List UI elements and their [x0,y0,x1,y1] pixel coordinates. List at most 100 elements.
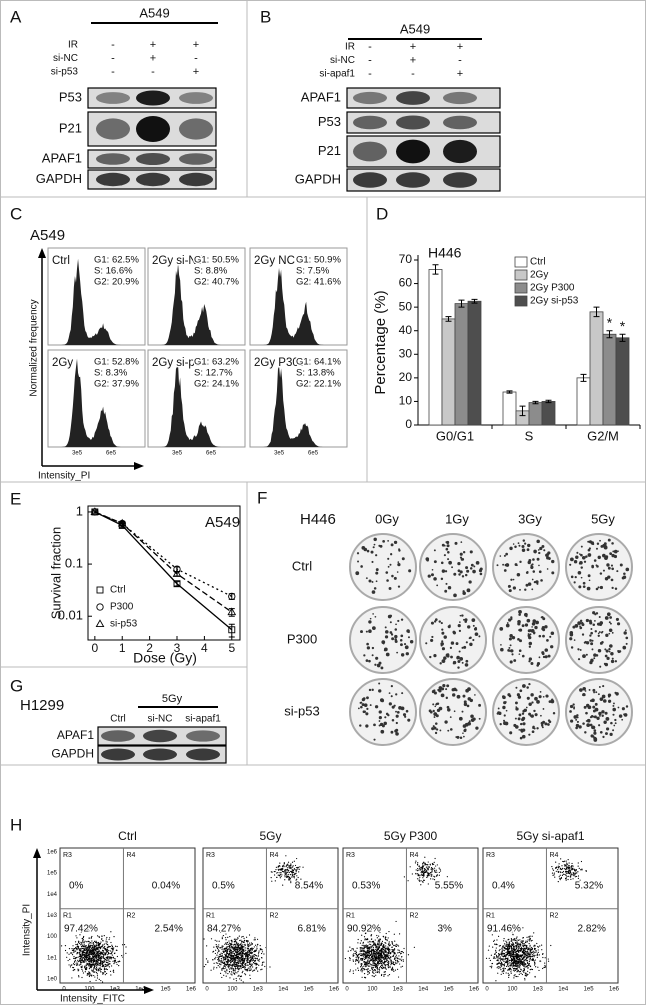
event [263,961,265,963]
colony [538,656,541,659]
event [391,942,393,944]
colony [383,647,388,652]
event [392,943,394,945]
blot-label: GAPDH [295,171,341,186]
event [217,964,219,967]
y-axis-label: Survival fraction [48,527,63,619]
event [68,964,70,966]
colony [394,639,398,643]
colony [585,618,589,623]
event [81,970,84,972]
event [220,962,222,964]
event [531,935,533,937]
colony [608,628,613,633]
event [256,946,258,948]
event [94,941,97,943]
condition-sign: + [193,66,199,78]
event [228,965,230,967]
event [247,949,249,951]
event [223,974,225,976]
event [84,957,86,959]
event [284,874,286,876]
colony [619,563,623,567]
event [426,871,428,873]
event [89,950,91,952]
event [249,960,251,963]
event [508,938,510,940]
event [509,968,511,971]
event [512,926,514,929]
event [86,963,88,965]
event [230,958,232,961]
event [113,952,116,955]
colony [521,548,526,553]
legend-swatch [514,282,528,294]
colony [578,585,582,589]
event [233,952,235,954]
colony [579,626,583,630]
event [230,961,232,963]
event [235,980,238,982]
event [238,952,240,954]
event [217,949,220,951]
condition-sign: + [150,39,156,51]
colony [533,709,536,713]
series-line [94,511,233,613]
colony [549,635,552,638]
colony [579,649,582,651]
colony [366,696,369,700]
event [251,943,253,945]
event [365,939,368,941]
colony [393,540,398,544]
event [383,966,385,969]
event [109,970,112,972]
colony [390,553,393,556]
event [378,946,380,948]
event [364,951,366,953]
event [519,954,521,957]
event [83,951,85,953]
event [98,967,100,969]
event [489,959,491,962]
x-tick-label: 3 [174,641,181,655]
colony [530,565,534,570]
event [547,958,549,960]
colony [599,730,603,734]
blot-band [96,118,130,140]
event [76,937,78,939]
event [374,960,376,962]
event [514,965,516,967]
colony [611,657,614,660]
x-tick-label: 3e5 [72,451,83,457]
event [423,861,425,863]
event [299,866,301,868]
event [436,871,438,873]
event [241,946,244,948]
event [388,954,390,956]
event [379,957,381,959]
event [99,952,101,954]
event [247,947,250,950]
event [371,954,373,956]
event [499,945,501,947]
event [218,950,220,952]
colony [512,543,515,545]
event [375,957,377,959]
event [424,871,426,873]
blot-label: P21 [59,120,82,135]
event [369,965,371,967]
event [95,956,97,958]
colony [612,550,615,553]
event [417,864,419,866]
colony [518,544,521,547]
event [92,946,94,948]
colony [469,550,473,554]
cell-line-label: A549 [139,5,169,20]
event [86,968,88,970]
colony [579,553,581,555]
y-tick-label: 1e1 [47,955,58,961]
event [103,972,105,974]
colony [502,563,505,566]
colony [461,575,465,578]
event [395,954,397,956]
